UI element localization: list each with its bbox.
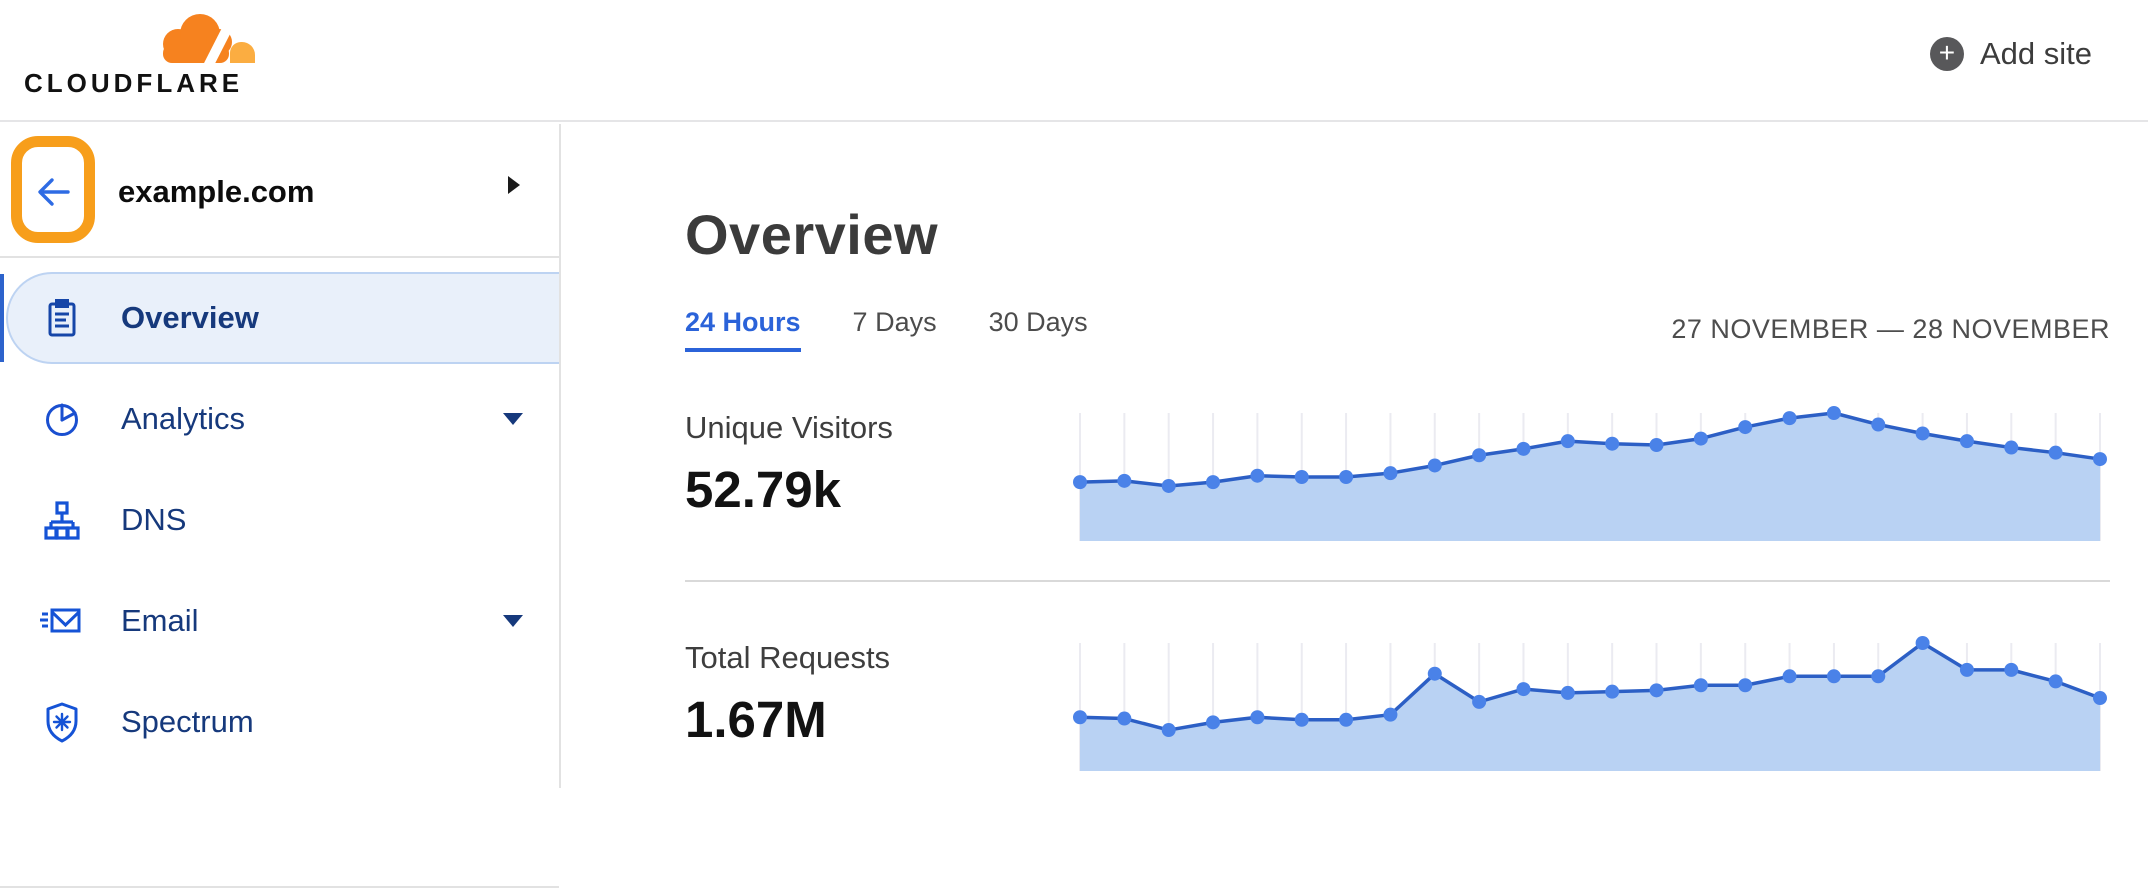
sidebar-item-label: DNS: [121, 502, 187, 537]
site-name: example.com: [118, 174, 315, 209]
dns-tree-icon: [44, 501, 80, 540]
add-site-label: Add site: [1979, 36, 2092, 71]
metric-row-unique-visitors: Unique Visitors 52.79k: [685, 396, 2110, 548]
sidebar-item-dns[interactable]: DNS: [0, 474, 559, 566]
sidebar: example.com Overview: [0, 124, 561, 888]
time-range-tabs: 24 Hours 7 Days 30 Days 27 NOVEMBER — 28…: [685, 307, 2110, 352]
tab-24-hours[interactable]: 24 Hours: [685, 307, 801, 352]
cloudflare-logo[interactable]: CLOUDFLARE: [24, 6, 264, 118]
chevron-down-icon[interactable]: [503, 413, 523, 425]
metric-info: Unique Visitors 52.79k: [685, 396, 1070, 548]
chevron-right-icon[interactable]: [508, 176, 520, 194]
sidebar-item-label: Email: [121, 603, 199, 638]
sidebar-item-email[interactable]: Email: [0, 575, 559, 667]
metric-row-total-requests: Total Requests 1.67M: [685, 626, 2110, 778]
pie-chart-icon: [46, 403, 78, 436]
back-button[interactable]: [26, 160, 82, 224]
arrow-left-icon: [38, 178, 70, 206]
sidebar-item-spectrum[interactable]: Spectrum: [0, 676, 559, 768]
main-content: Overview 24 Hours 7 Days 30 Days 27 NOVE…: [563, 124, 2148, 788]
sidebar-nav: Overview Analytics: [0, 272, 559, 777]
clipboard-icon: [48, 299, 76, 337]
metric-value: 52.79k: [685, 461, 841, 518]
tab-7-days[interactable]: 7 Days: [852, 307, 937, 337]
chevron-down-icon[interactable]: [503, 615, 523, 627]
cloudflare-wordmark: CLOUDFLARE: [24, 68, 244, 98]
selected-pill: [6, 272, 559, 364]
page-title: Overview: [685, 203, 939, 266]
sidebar-item-label: Analytics: [121, 401, 246, 436]
metric-divider: [685, 580, 2110, 582]
envelope-icon: [40, 608, 81, 633]
sidebar-item-analytics[interactable]: Analytics: [0, 373, 559, 465]
sidebar-item-label: Spectrum: [121, 704, 254, 739]
metric-label: Unique Visitors: [685, 410, 893, 445]
tab-30-days[interactable]: 30 Days: [988, 307, 1088, 337]
sidebar-item-label: Overview: [121, 300, 259, 335]
unique-visitors-sparkline: [1073, 406, 2107, 541]
shield-icon: [46, 702, 78, 743]
site-selector-row: example.com: [0, 124, 559, 258]
add-site-button[interactable]: + Add site: [1929, 36, 2092, 72]
date-range-label: 27 NOVEMBER — 28 NOVEMBER: [1671, 314, 2110, 344]
top-header: CLOUDFLARE + Add site: [0, 0, 2148, 122]
metric-label: Total Requests: [685, 640, 891, 675]
metric-info: Total Requests 1.67M: [685, 626, 1070, 778]
total-requests-sparkline: [1073, 636, 2107, 771]
cloudflare-cloud-icon: [163, 12, 255, 68]
sidebar-item-overview[interactable]: Overview: [0, 272, 559, 364]
plus-circle-icon: +: [1929, 37, 1964, 71]
metric-value: 1.67M: [685, 691, 827, 748]
